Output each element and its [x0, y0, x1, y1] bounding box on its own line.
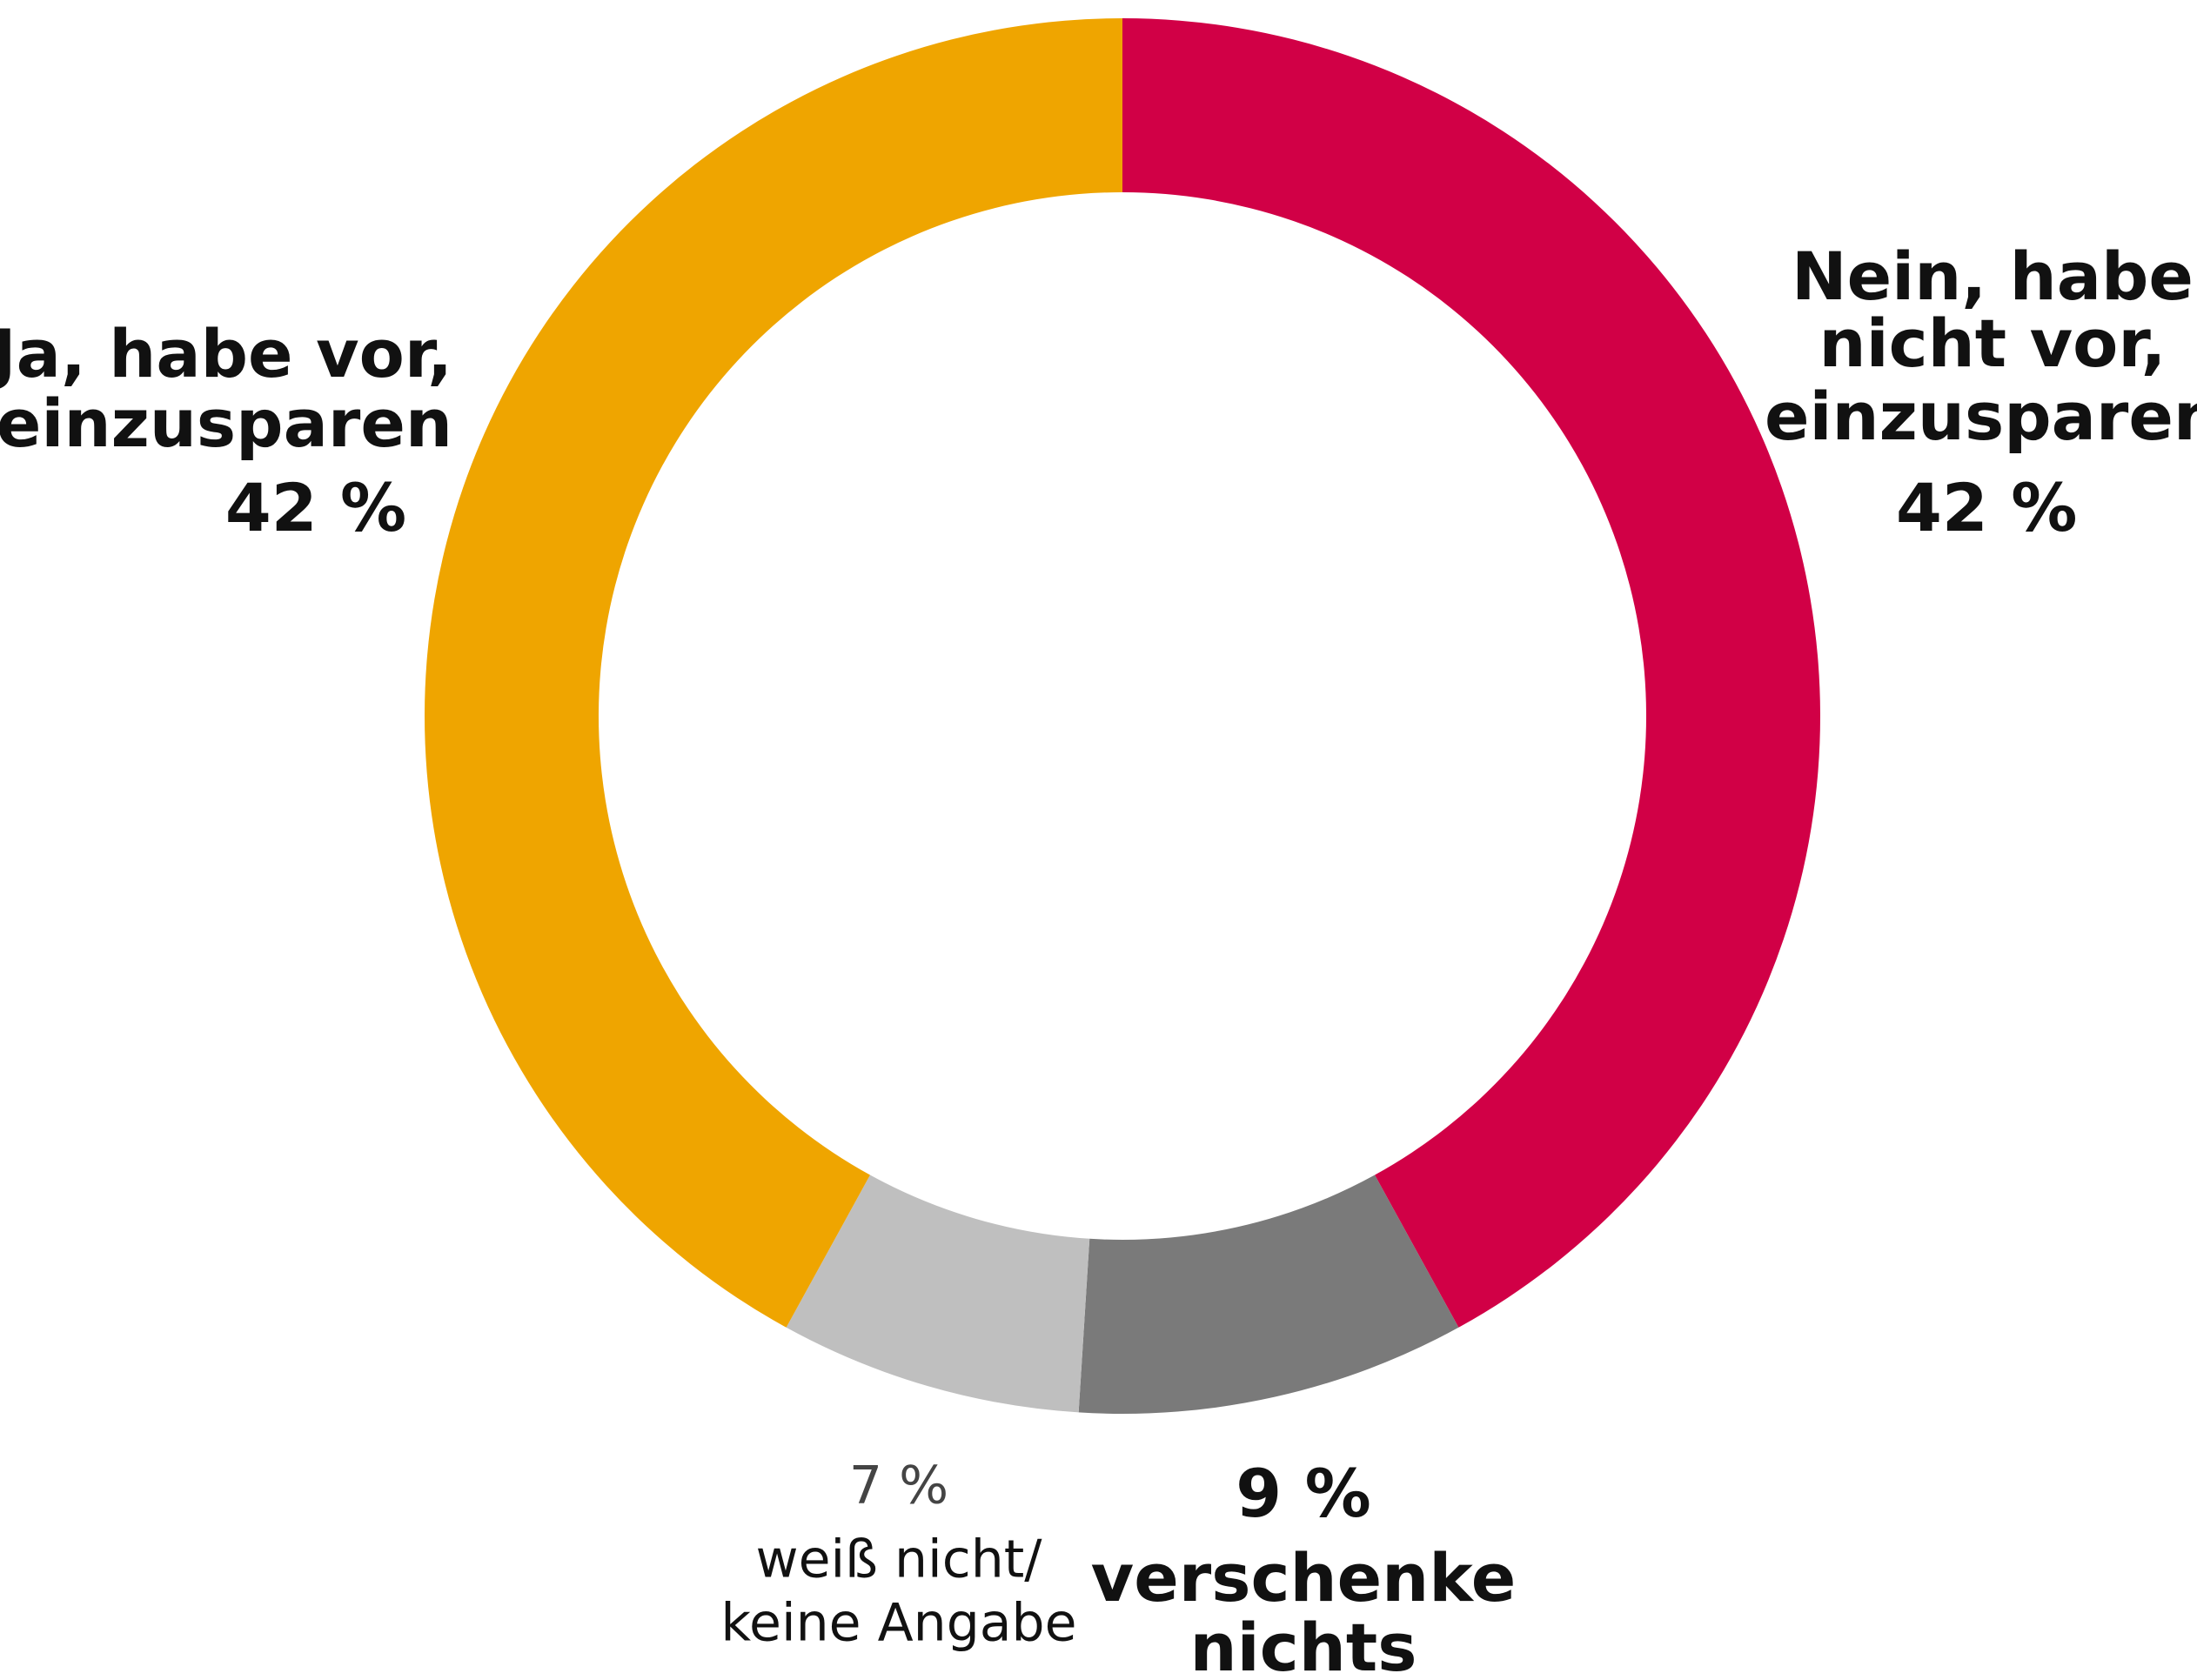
segment-label: Nein, habe: [1792, 238, 2194, 315]
value-label: 7 %: [849, 1456, 948, 1516]
segment-label: nichts: [1190, 1609, 1417, 1680]
donut-segment: [424, 18, 1122, 1328]
segment-label: Ja, habe vor,: [0, 315, 452, 392]
segment-label: weiß nicht/: [756, 1529, 1043, 1590]
segment-label: nicht vor,: [1819, 305, 2166, 382]
segment-label: einzusparen: [0, 385, 452, 462]
segment-label: einzusparen: [1765, 378, 2197, 455]
segment-label: keine Angabe: [720, 1593, 1076, 1654]
value-label: 9 %: [1236, 1455, 1371, 1532]
donut-segment: [1122, 18, 1821, 1328]
donut-segment: [1078, 1175, 1459, 1414]
segment-label: verschenke: [1091, 1539, 1517, 1616]
value-label: 42 %: [225, 469, 406, 546]
donut-segment: [786, 1175, 1090, 1413]
value-label: 42 %: [1896, 469, 2077, 546]
